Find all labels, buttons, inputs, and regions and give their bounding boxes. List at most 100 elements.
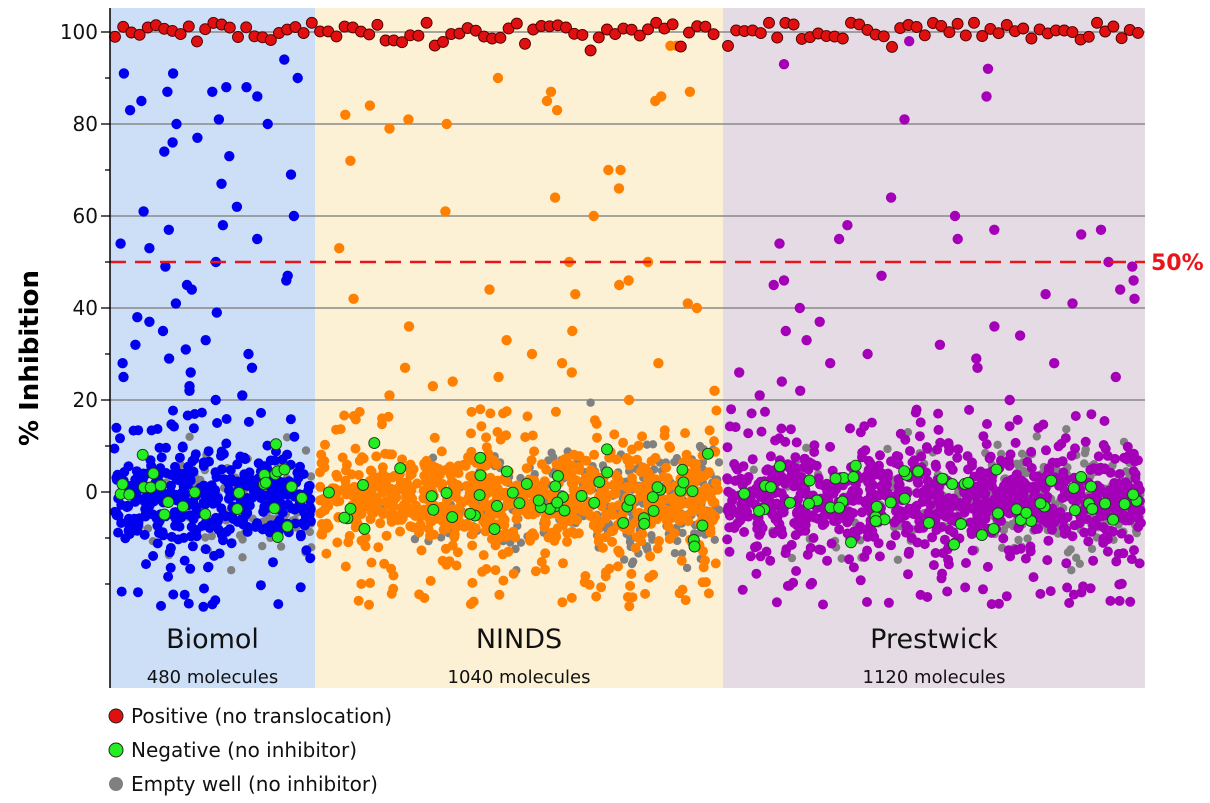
compound-point — [255, 580, 266, 591]
compound-point — [1001, 591, 1012, 602]
compound-point — [860, 445, 871, 456]
library-name-prestwick: Prestwick — [870, 624, 998, 655]
compound-hit-point — [952, 233, 963, 245]
positive-control-point — [1091, 16, 1103, 29]
negative-control-point — [701, 447, 714, 460]
positive-control-point — [420, 16, 433, 29]
compound-hit-point — [231, 201, 243, 212]
compound-point — [1124, 534, 1134, 545]
compound-point — [756, 426, 767, 437]
compound-hit-point — [157, 325, 169, 337]
compound-point — [109, 443, 120, 454]
compound-point — [1114, 595, 1125, 606]
compound-hit-point — [1129, 293, 1140, 304]
compound-hit-point — [623, 275, 634, 286]
compound-hit-point — [1040, 289, 1051, 300]
compound-point — [335, 424, 346, 435]
compound-point — [774, 501, 785, 511]
positive-control-point — [1132, 26, 1144, 39]
compound-point — [174, 521, 185, 532]
compound-hit-point — [241, 82, 252, 93]
compound-point — [295, 582, 306, 593]
compound-point — [1088, 555, 1099, 566]
compound-point — [1099, 463, 1110, 474]
compound-point — [262, 440, 273, 451]
negative-control-point — [764, 481, 777, 494]
compound-point — [698, 562, 709, 573]
compound-hit-point — [162, 86, 173, 98]
positive-control-point — [109, 30, 121, 43]
compound-point — [1022, 457, 1033, 467]
compound-point — [600, 509, 611, 520]
positive-control-point — [910, 21, 923, 33]
compound-point — [1067, 531, 1078, 542]
compound-point — [722, 442, 733, 453]
compound-hit-point — [237, 390, 248, 401]
compound-point — [357, 452, 367, 463]
compound-point — [478, 515, 488, 526]
compound-point — [1083, 536, 1094, 547]
empty-well-point — [547, 448, 556, 457]
negative-control-point — [474, 469, 487, 482]
legend-label-positive: Positive (no translocation) — [131, 704, 392, 728]
compound-point — [480, 501, 491, 512]
compound-point — [611, 454, 622, 465]
positive-control-point — [1082, 30, 1095, 43]
y-tick-label: 40 — [73, 296, 98, 320]
compound-point — [221, 414, 232, 424]
negative-control-point — [158, 508, 171, 521]
compound-hit-point — [684, 86, 696, 98]
compound-point — [1129, 456, 1140, 467]
compound-point — [630, 543, 641, 553]
positive-control-point — [633, 29, 646, 42]
compound-point — [122, 502, 132, 513]
compound-point — [903, 569, 913, 580]
compound-point — [490, 565, 501, 576]
compound-point — [228, 513, 239, 524]
compound-point — [156, 600, 166, 611]
negative-control-point — [738, 487, 751, 500]
negative-control-point — [177, 500, 189, 513]
compound-hit-point — [399, 362, 411, 373]
compound-point — [425, 575, 436, 586]
empty-well-point — [710, 535, 719, 544]
compound-point — [232, 459, 243, 470]
positive-control-point — [592, 31, 605, 44]
compound-point — [627, 472, 637, 483]
negative-control-point — [368, 437, 381, 450]
compound-hit-point — [279, 54, 290, 65]
compound-hit-point — [972, 362, 983, 373]
compound-point — [661, 462, 672, 473]
compound-point — [1113, 548, 1124, 559]
compound-point — [943, 559, 954, 570]
compound-hit-point — [118, 68, 130, 79]
compound-point — [365, 514, 376, 525]
compound-hit-point — [285, 169, 297, 180]
empty-well-point — [696, 443, 705, 452]
empty-well-point — [629, 557, 638, 566]
compound-point — [1048, 514, 1059, 525]
compound-hit-point — [246, 362, 258, 373]
positive-control-point — [519, 37, 531, 50]
threshold-label: 50% — [1151, 251, 1204, 276]
compound-point — [558, 558, 568, 569]
compound-point — [790, 452, 801, 463]
compound-point — [1102, 450, 1113, 461]
legend: Positive (no translocation) Negative (no … — [108, 704, 392, 796]
compound-point — [475, 404, 486, 415]
negative-control-point — [338, 511, 351, 524]
compound-point — [816, 545, 827, 555]
compound-point — [1025, 541, 1036, 552]
compound-point — [952, 452, 963, 463]
compound-point — [691, 473, 702, 484]
compound-hit-point — [252, 233, 263, 245]
compound-point — [626, 568, 637, 579]
empty-well-point — [1032, 432, 1042, 441]
positive-control-point — [469, 24, 482, 37]
library-labels: Biomol 480 molecules NINDS 1040 molecules Pr… — [147, 624, 1006, 688]
compound-hit-point — [186, 284, 197, 295]
compound-point — [166, 469, 176, 480]
compound-point — [179, 589, 190, 600]
compound-point — [356, 579, 367, 589]
positive-control-point — [976, 30, 989, 42]
